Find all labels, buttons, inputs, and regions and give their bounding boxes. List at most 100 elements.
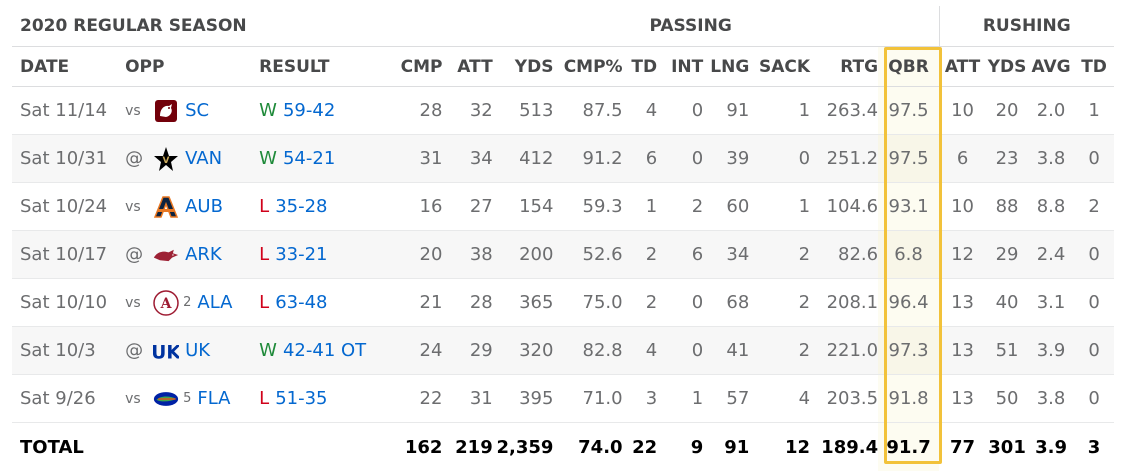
rush-td-cell: 0 bbox=[1074, 375, 1114, 423]
col-header-rtg[interactable]: RTG bbox=[810, 47, 878, 87]
rush-avg-cell: 3.8 bbox=[1028, 375, 1074, 423]
rush-avg-cell: 3.8 bbox=[1028, 135, 1074, 183]
game-score-link[interactable]: 33-21 bbox=[275, 244, 327, 265]
game-score-link[interactable]: 59-42 bbox=[283, 100, 335, 121]
att-cell: 32 bbox=[442, 87, 492, 135]
cmp-cell: 24 bbox=[383, 327, 443, 375]
lng-cell: 57 bbox=[703, 375, 749, 423]
col-header-rush-yds[interactable]: YDS bbox=[986, 47, 1028, 87]
rushing-group-label: RUSHING bbox=[939, 6, 1114, 47]
yds-cell: 320 bbox=[493, 327, 554, 375]
rush-td-cell: 0 bbox=[1074, 327, 1114, 375]
qbr-cell: 93.1 bbox=[878, 183, 939, 231]
location-indicator: @ bbox=[125, 340, 147, 361]
cmp-cell: 21 bbox=[383, 279, 443, 327]
col-header-att[interactable]: ATT bbox=[442, 47, 492, 87]
yds-cell: 365 bbox=[493, 279, 554, 327]
total-yds: 2,359 bbox=[493, 423, 554, 471]
rush-td-cell: 2 bbox=[1074, 183, 1114, 231]
opponent-rank: 5 bbox=[183, 391, 191, 406]
opponent-cell: @ UK UK bbox=[125, 327, 259, 375]
rush-yds-cell: 23 bbox=[986, 135, 1028, 183]
opponent-link[interactable]: AUB bbox=[185, 196, 223, 217]
opponent-link[interactable]: VAN bbox=[185, 148, 222, 169]
rush-att-cell: 10 bbox=[939, 87, 986, 135]
rtg-cell: 263.4 bbox=[810, 87, 878, 135]
col-header-lng[interactable]: LNG bbox=[703, 47, 749, 87]
result-cell: L 35-28 bbox=[259, 183, 383, 231]
td-cell: 4 bbox=[623, 87, 658, 135]
alabama-logo[interactable]: A bbox=[153, 290, 179, 316]
game-score-link[interactable]: 63-48 bbox=[275, 292, 327, 313]
game-score-link[interactable]: 35-28 bbox=[275, 196, 327, 217]
kentucky-logo[interactable]: UK bbox=[153, 338, 179, 364]
rush-yds-cell: 29 bbox=[986, 231, 1028, 279]
rush-avg-cell: 8.8 bbox=[1028, 183, 1074, 231]
int-cell: 6 bbox=[657, 231, 703, 279]
col-header-rush-avg[interactable]: AVG bbox=[1028, 47, 1074, 87]
td-cell: 4 bbox=[623, 327, 658, 375]
game-score-link[interactable]: 51-35 bbox=[275, 388, 327, 409]
cmp-cell: 20 bbox=[383, 231, 443, 279]
lng-cell: 34 bbox=[703, 231, 749, 279]
col-header-rush-att[interactable]: ATT bbox=[939, 47, 986, 87]
lng-cell: 41 bbox=[703, 327, 749, 375]
rush-avg-cell: 2.0 bbox=[1028, 87, 1074, 135]
win-loss-indicator: L bbox=[259, 388, 269, 409]
game-date: Sat 10/17 bbox=[12, 231, 125, 279]
opponent-link[interactable]: FLA bbox=[197, 388, 230, 409]
col-header-sack[interactable]: SACK bbox=[749, 47, 810, 87]
col-header-result[interactable]: RESULT bbox=[259, 47, 383, 87]
cmp-pct-cell: 91.2 bbox=[553, 135, 622, 183]
rush-att-cell: 13 bbox=[939, 279, 986, 327]
opponent-link[interactable]: ALA bbox=[197, 292, 232, 313]
col-header-qbr[interactable]: QBR bbox=[878, 47, 939, 87]
cmp-pct-cell: 82.8 bbox=[553, 327, 622, 375]
column-header-row: DATE OPP RESULT CMP ATT YDS CMP% TD INT … bbox=[12, 47, 1114, 87]
location-indicator: vs bbox=[125, 103, 147, 119]
col-header-date[interactable]: DATE bbox=[12, 47, 125, 87]
razorback-logo[interactable] bbox=[153, 242, 179, 268]
win-loss-indicator: L bbox=[259, 196, 269, 217]
game-row: Sat 10/3@UKUKW42-41 OT242932082.84041222… bbox=[12, 327, 1114, 375]
col-header-cmp[interactable]: CMP bbox=[383, 47, 443, 87]
opponent-link[interactable]: ARK bbox=[185, 244, 222, 265]
col-header-rush-td[interactable]: TD bbox=[1074, 47, 1114, 87]
gamecock-logo[interactable] bbox=[153, 98, 179, 124]
game-score-link[interactable]: 42-41 OT bbox=[283, 340, 366, 361]
rush-yds-cell: 88 bbox=[986, 183, 1028, 231]
yds-cell: 154 bbox=[493, 183, 554, 231]
td-cell: 2 bbox=[623, 231, 658, 279]
season-title: 2020 REGULAR SEASON bbox=[12, 6, 383, 47]
cmp-pct-cell: 75.0 bbox=[553, 279, 622, 327]
qbr-cell: 96.4 bbox=[878, 279, 939, 327]
qbr-cell: 6.8 bbox=[878, 231, 939, 279]
game-score-link[interactable]: 54-21 bbox=[283, 148, 335, 169]
col-header-td[interactable]: TD bbox=[623, 47, 658, 87]
vanderbilt-star-logo[interactable]: V bbox=[153, 146, 179, 172]
rush-yds-cell: 40 bbox=[986, 279, 1028, 327]
col-header-cmp-pct[interactable]: CMP% bbox=[553, 47, 622, 87]
total-rush-att: 77 bbox=[939, 423, 986, 471]
rush-yds-cell: 50 bbox=[986, 375, 1028, 423]
col-header-int[interactable]: INT bbox=[657, 47, 703, 87]
col-header-yds[interactable]: YDS bbox=[493, 47, 554, 87]
col-header-opp[interactable]: OPP bbox=[125, 47, 259, 87]
rush-yds-cell: 20 bbox=[986, 87, 1028, 135]
att-cell: 31 bbox=[442, 375, 492, 423]
opponent-link[interactable]: SC bbox=[185, 100, 209, 121]
opponent-link[interactable]: UK bbox=[185, 340, 210, 361]
total-qbr: 91.7 bbox=[878, 423, 939, 471]
total-int: 9 bbox=[657, 423, 703, 471]
qbr-cell: 97.3 bbox=[878, 327, 939, 375]
auburn-logo[interactable] bbox=[153, 194, 179, 220]
rush-att-cell: 13 bbox=[939, 375, 986, 423]
cmp-pct-cell: 52.6 bbox=[553, 231, 622, 279]
gator-logo[interactable] bbox=[153, 386, 179, 412]
